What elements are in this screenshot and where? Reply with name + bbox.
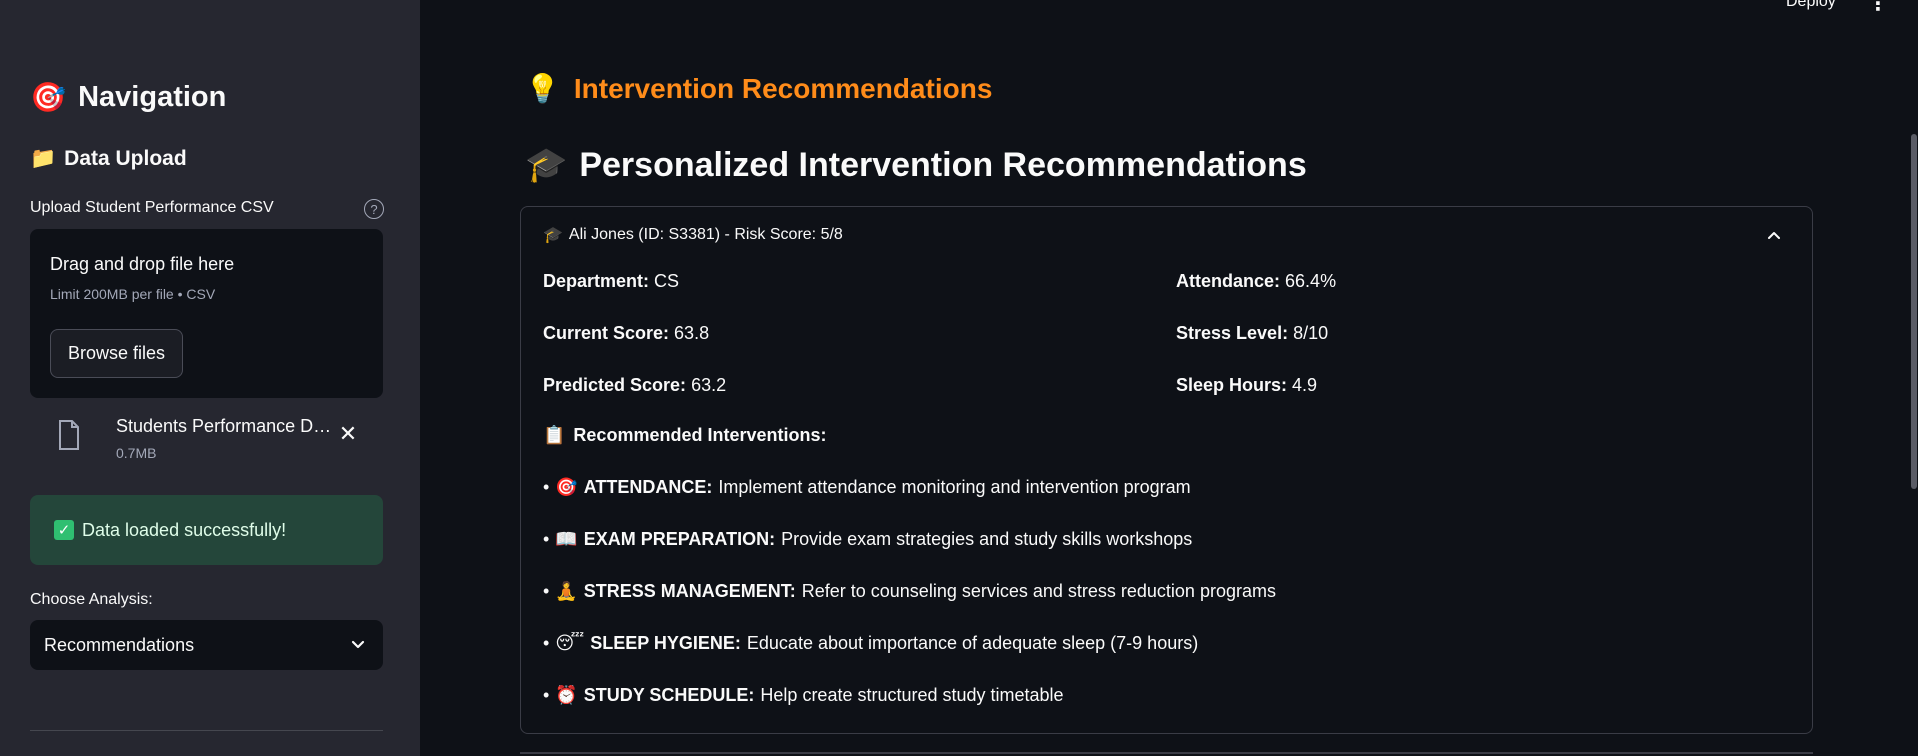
dropzone-limit: Limit 200MB per file • CSV <box>50 286 216 302</box>
recommendation-item: • 🧘 STRESS MANAGEMENT: Refer to counseli… <box>543 581 1276 602</box>
recommendation-label: SLEEP HYGIENE: <box>590 633 741 653</box>
graduation-cap-icon: 🎓 <box>543 225 563 244</box>
recommendation-text: Help create structured study timetable <box>760 685 1064 705</box>
recommendation-label: EXAM PREPARATION: <box>583 529 776 549</box>
target-icon: 🎯 <box>30 80 67 114</box>
chevron-up-icon[interactable] <box>1766 229 1782 241</box>
recommendation-item: • 🎯 ATTENDANCE: Implement attendance mon… <box>543 477 1191 498</box>
main-menu-icon[interactable]: ⋮ <box>1868 0 1888 15</box>
predicted-score-value: 63.2 <box>691 375 727 395</box>
student-expander: 🎓 Ali Jones (ID: S3381) - Risk Score: 5/… <box>520 206 1813 734</box>
scrollbar[interactable] <box>1911 134 1917 489</box>
page-title: 🎓 Personalized Intervention Recommendati… <box>525 145 1307 185</box>
recommendation-item: • 📖 EXAM PREPARATION: Provide exam strat… <box>543 529 1193 550</box>
sleep-hours-label: Sleep Hours: <box>1176 375 1288 395</box>
department-field: Department: CS <box>543 271 679 292</box>
department-label: Department: <box>543 271 650 291</box>
sidebar-divider <box>30 730 383 731</box>
deploy-button[interactable]: Deploy <box>1786 0 1836 10</box>
book-icon: 📖 <box>555 529 578 550</box>
uploaded-file: Students Performance Dataset.csv 0.7MB ✕ <box>30 408 383 468</box>
file-size: 0.7MB <box>116 445 157 461</box>
recommendations-heading: 📋 Recommended Interventions: <box>543 425 826 446</box>
folder-icon: 📁 <box>30 146 57 170</box>
analysis-select[interactable]: Recommendations <box>30 620 383 670</box>
upload-label: Upload Student Performance CSV <box>30 199 274 216</box>
recommendations-heading-text: Recommended Interventions: <box>573 425 827 445</box>
recommendation-label: STUDY SCHEDULE: <box>583 685 755 705</box>
close-icon[interactable]: ✕ <box>338 421 358 446</box>
recommendation-item: • 😴 SLEEP HYGIENE: Educate about importa… <box>543 633 1199 654</box>
current-score-value: 63.8 <box>674 323 710 343</box>
graduation-cap-icon: 🎓 <box>525 145 568 185</box>
sidebar: 🎯 Navigation 📁 Data Upload Upload Studen… <box>0 0 420 756</box>
browse-files-button[interactable]: Browse files <box>50 329 183 378</box>
attendance-label: Attendance: <box>1176 271 1281 291</box>
recommendation-text: Educate about importance of adequate sle… <box>746 633 1199 653</box>
recommendation-label: STRESS MANAGEMENT: <box>583 581 796 601</box>
recommendation-text: Implement attendance monitoring and inte… <box>718 477 1191 497</box>
current-score-field: Current Score: 63.8 <box>543 323 709 344</box>
section-heading: 💡 Intervention Recommendations <box>525 72 992 105</box>
recommendation-text: Provide exam strategies and study skills… <box>781 529 1193 549</box>
check-icon: ✓ <box>54 520 74 540</box>
expander-header[interactable]: 🎓 Ali Jones (ID: S3381) - Risk Score: 5/… <box>543 225 843 244</box>
stress-level-label: Stress Level: <box>1176 323 1289 343</box>
stress-level-field: Stress Level: 8/10 <box>1176 323 1328 344</box>
choose-analysis-label: Choose Analysis: <box>30 591 153 608</box>
data-upload-heading-text: Data Upload <box>64 146 187 170</box>
file-dropzone[interactable]: Drag and drop file here Limit 200MB per … <box>30 229 383 398</box>
page-title-text: Personalized Intervention Recommendation… <box>579 145 1307 184</box>
data-upload-heading: 📁 Data Upload <box>30 146 187 171</box>
lightbulb-icon: 💡 <box>525 72 560 105</box>
analysis-select-value: Recommendations <box>44 634 195 655</box>
sidebar-title-text: Navigation <box>78 81 227 113</box>
predicted-score-label: Predicted Score: <box>543 375 687 395</box>
file-icon <box>59 420 79 450</box>
sleeping-face-icon: 😴 <box>555 633 585 654</box>
department-value: CS <box>654 271 680 291</box>
sleep-hours-value: 4.9 <box>1292 375 1318 395</box>
current-score-label: Current Score: <box>543 323 670 343</box>
target-icon: 🎯 <box>555 477 578 498</box>
attendance-field: Attendance: 66.4% <box>1176 271 1336 292</box>
clipboard-icon: 📋 <box>543 425 566 446</box>
attendance-value: 66.4% <box>1285 271 1337 291</box>
success-message: Data loaded successfully! <box>82 519 287 540</box>
help-icon[interactable]: ? <box>364 199 384 219</box>
recommendation-label: ATTENDANCE: <box>583 477 713 497</box>
next-expander-border <box>520 752 1813 754</box>
file-name: Students Performance Dataset.csv <box>116 416 341 436</box>
meditation-icon: 🧘 <box>555 581 578 602</box>
alarm-clock-icon: ⏰ <box>555 685 578 706</box>
recommendation-text: Refer to counseling services and stress … <box>801 581 1276 601</box>
sleep-hours-field: Sleep Hours: 4.9 <box>1176 375 1317 396</box>
predicted-score-field: Predicted Score: 63.2 <box>543 375 726 396</box>
sidebar-title: 🎯 Navigation <box>30 80 226 115</box>
expander-header-text: Ali Jones (ID: S3381) - Risk Score: 5/8 <box>568 225 843 243</box>
success-alert: ✓ Data loaded successfully! <box>30 495 383 565</box>
dropzone-title: Drag and drop file here <box>50 254 235 274</box>
stress-level-value: 8/10 <box>1293 323 1329 343</box>
recommendation-item: • ⏰ STUDY SCHEDULE: Help create structur… <box>543 685 1064 706</box>
section-heading-text: Intervention Recommendations <box>573 72 993 104</box>
chevron-down-icon <box>351 640 365 649</box>
